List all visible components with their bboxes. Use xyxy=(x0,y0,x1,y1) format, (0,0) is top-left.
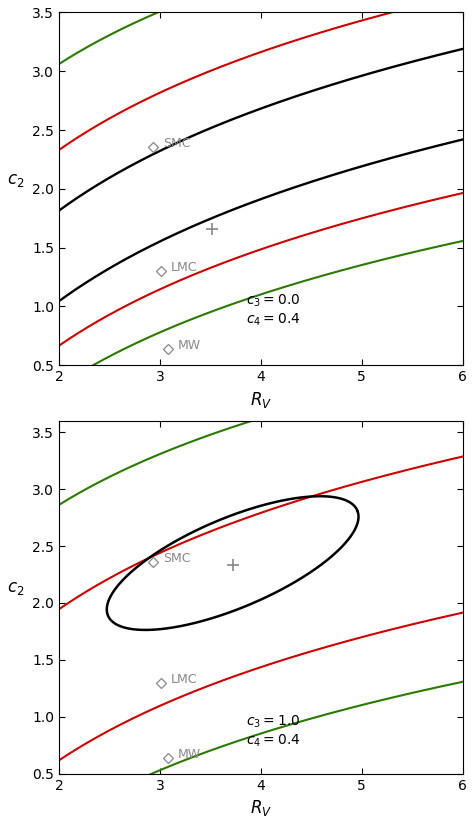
Text: LMC: LMC xyxy=(171,672,198,686)
X-axis label: $R_V$: $R_V$ xyxy=(250,389,272,410)
Text: LMC: LMC xyxy=(171,262,198,274)
Text: SMC: SMC xyxy=(163,136,191,149)
Y-axis label: $c_2$: $c_2$ xyxy=(7,171,24,189)
Text: MW: MW xyxy=(178,339,201,351)
Text: MW: MW xyxy=(178,747,201,761)
Text: SMC: SMC xyxy=(163,552,191,565)
Text: $c_3=1.0$
$c_4=0.4$: $c_3=1.0$ $c_4=0.4$ xyxy=(246,714,300,748)
Text: $c_3=0.0$
$c_4=0.4$: $c_3=0.0$ $c_4=0.4$ xyxy=(246,292,300,328)
Y-axis label: $c_2$: $c_2$ xyxy=(7,579,24,597)
X-axis label: $R_V$: $R_V$ xyxy=(250,798,272,818)
